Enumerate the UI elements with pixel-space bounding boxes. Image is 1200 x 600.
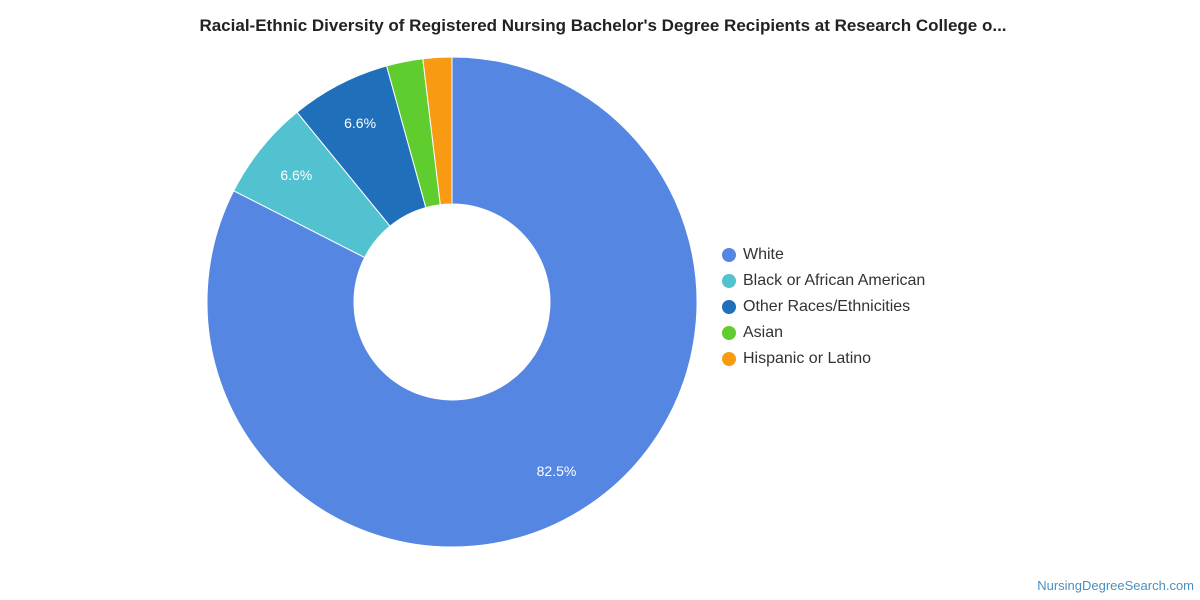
legend-item-other-races-ethnicities[interactable]: Other Races/Ethnicities [722, 294, 925, 320]
legend: White Black or African American Other Ra… [722, 242, 925, 372]
slice-label-other-races-ethnicities: 6.6% [344, 115, 376, 131]
legend-swatch-other-races-ethnicities [722, 300, 736, 314]
legend-label-hispanic-or-latino: Hispanic or Latino [743, 350, 872, 367]
legend-label-other-races-ethnicities: Other Races/Ethnicities [743, 298, 911, 315]
legend-label-white: White [743, 246, 784, 263]
donut-labels: 82.5% 6.6% 6.6% [280, 115, 576, 479]
slice-label-black-or-african-american: 6.6% [280, 167, 312, 183]
legend-label-black-or-african-american: Black or African American [743, 272, 926, 289]
chart-title: Racial-Ethnic Diversity of Registered Nu… [199, 16, 1007, 35]
legend-swatch-hispanic-or-latino [722, 352, 736, 366]
slice-label-white: 82.5% [537, 463, 577, 479]
donut-hole [354, 204, 550, 400]
legend-item-white[interactable]: White [722, 242, 925, 268]
legend-item-hispanic-or-latino[interactable]: Hispanic or Latino [722, 346, 925, 372]
legend-swatch-white [722, 248, 736, 262]
legend-item-black-or-african-american[interactable]: Black or African American [722, 268, 925, 294]
legend-label-asian: Asian [743, 324, 784, 341]
legend-item-asian[interactable]: Asian [722, 320, 925, 346]
legend-swatch-asian [722, 326, 736, 340]
legend-swatch-black-or-african-american [722, 274, 736, 288]
credit-link[interactable]: NursingDegreeSearch.com [1037, 578, 1194, 593]
